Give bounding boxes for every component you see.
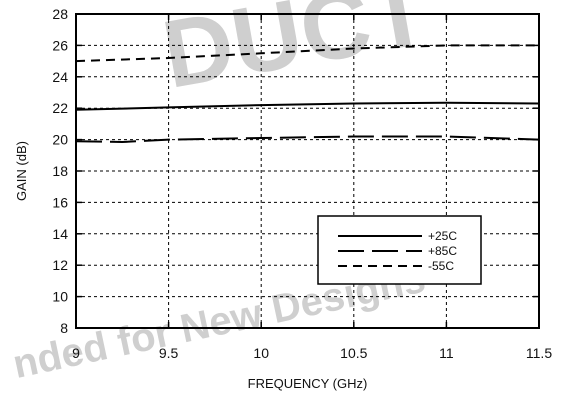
y-tick-label: 24 [52, 69, 68, 85]
x-tick-label: 11 [439, 345, 454, 361]
y-tick-label: 26 [52, 37, 68, 53]
legend: +25C+85C-55C [317, 215, 482, 285]
series-line-0 [75, 101, 540, 111]
y-tick-label: 20 [52, 132, 68, 148]
y-axis-label: GAIN (dB) [14, 141, 29, 201]
x-axis: 9 9.5 10 10.5 11 11.5 [72, 14, 552, 361]
y-tick-label: 16 [52, 194, 68, 210]
y-tick-label: 28 [52, 6, 68, 22]
legend-label-0: +25C [428, 229, 457, 243]
watermark-big-text: DUCT [155, 0, 436, 109]
x-tick-label: 10 [253, 345, 269, 361]
y-tick-label: 18 [52, 163, 68, 179]
x-tick-label: 9 [72, 345, 80, 361]
series-line-1 [75, 135, 540, 144]
y-tick-label: 22 [52, 100, 68, 116]
series-group [75, 44, 540, 144]
y-tick-label: 12 [52, 257, 68, 273]
y-tick-label: 14 [52, 226, 68, 242]
series-line-2 [75, 44, 539, 63]
legend-label-1: +85C [428, 244, 457, 258]
y-tick-label: 8 [60, 320, 68, 336]
x-tick-label: 10.5 [340, 345, 367, 361]
legend-label-2: -55C [428, 259, 454, 273]
x-axis-label: FREQUENCY (GHz) [248, 376, 368, 391]
x-tick-label: 9.5 [159, 345, 179, 361]
y-tick-label: 10 [52, 289, 68, 305]
x-tick-label: 11.5 [526, 345, 552, 361]
y-axis: 8 10 12 14 16 18 20 22 24 26 28 [52, 6, 539, 336]
